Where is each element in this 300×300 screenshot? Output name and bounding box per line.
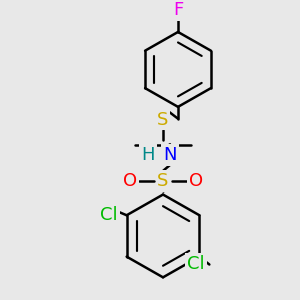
Text: H: H — [141, 146, 155, 164]
Text: Cl: Cl — [100, 206, 118, 224]
Text: N: N — [163, 146, 177, 164]
Text: S: S — [157, 111, 169, 129]
Text: O: O — [123, 172, 137, 190]
Text: S: S — [157, 172, 169, 190]
Text: O: O — [189, 172, 203, 190]
Text: F: F — [173, 1, 183, 19]
Text: Cl: Cl — [187, 254, 205, 272]
